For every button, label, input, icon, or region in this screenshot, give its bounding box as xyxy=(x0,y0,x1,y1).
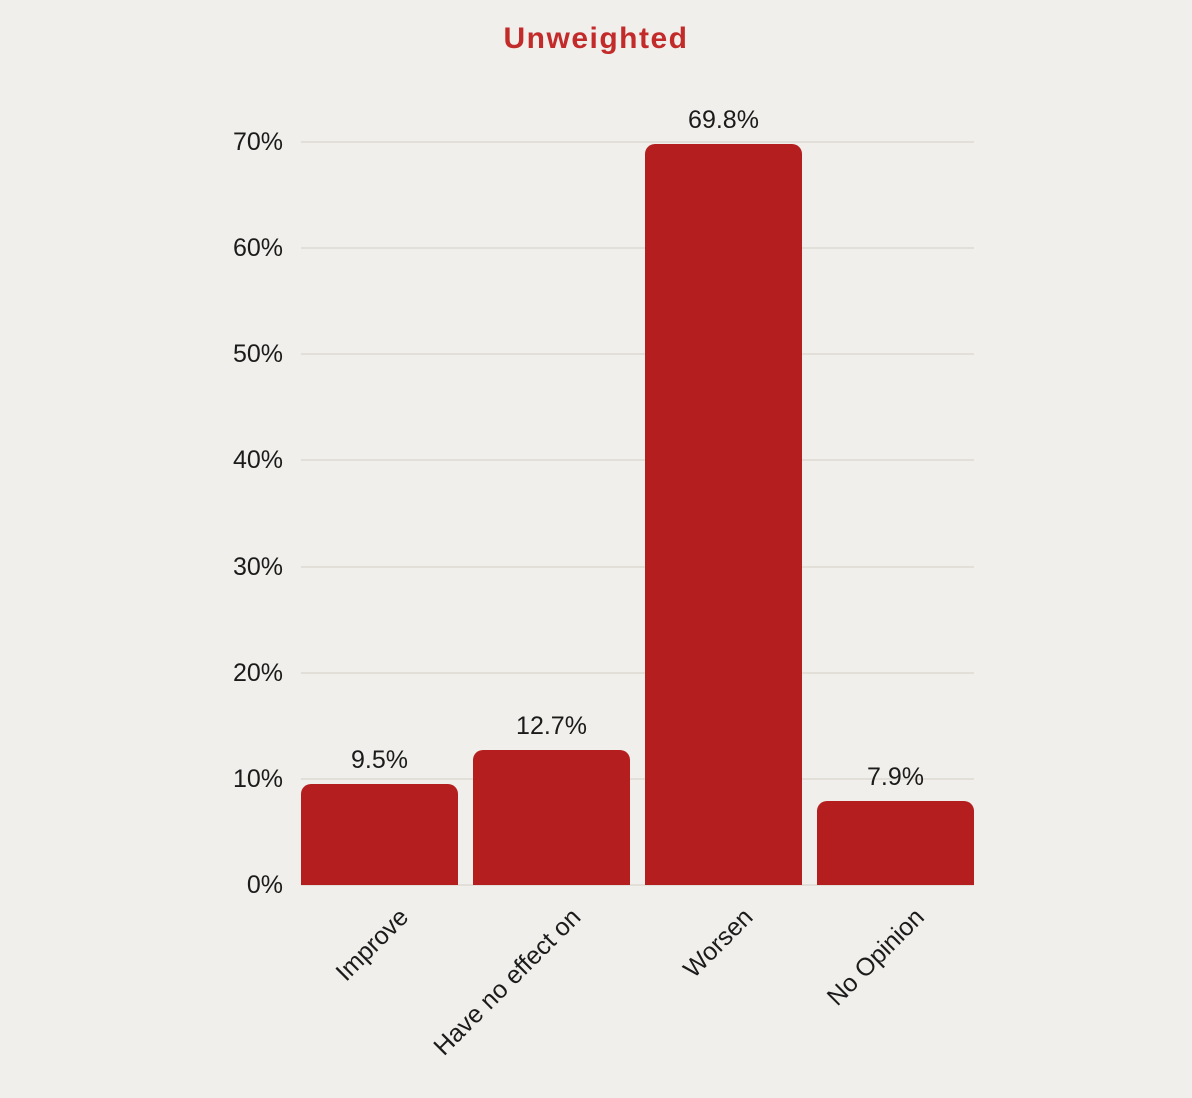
y-axis-tick-label: 20% xyxy=(232,658,283,687)
x-axis-category-label: Worsen xyxy=(677,903,759,984)
x-axis-category-label: Have no effect on xyxy=(428,903,587,1062)
bar-value-label: 9.5% xyxy=(351,746,408,775)
gridline-0 xyxy=(301,884,974,886)
gridline-60 xyxy=(301,247,974,250)
y-axis-tick-label: 40% xyxy=(232,446,283,475)
bar-improve xyxy=(301,784,458,885)
bar-worsen xyxy=(645,144,802,885)
bar-value-label: 7.9% xyxy=(867,763,924,792)
gridline-10 xyxy=(301,777,974,780)
y-axis-tick-label: 70% xyxy=(232,128,283,156)
gridline-40 xyxy=(301,459,974,462)
gridline-30 xyxy=(301,565,974,568)
chart-title: Unweighted xyxy=(503,22,689,55)
gridline-20 xyxy=(301,671,974,674)
bar-value-label: 12.7% xyxy=(516,712,587,741)
x-axis-category-label: No Opinion xyxy=(822,903,931,1012)
y-axis-tick-label: 50% xyxy=(232,340,283,369)
gridline-50 xyxy=(301,353,974,356)
y-axis-tick-label: 10% xyxy=(232,764,283,793)
bar-have-no-effect-on xyxy=(473,750,630,885)
y-axis-tick-label: 0% xyxy=(246,871,283,899)
y-axis-tick-label: 60% xyxy=(232,234,283,263)
bar-value-label: 69.8% xyxy=(688,106,759,135)
bar-no-opinion xyxy=(817,801,974,885)
y-axis-tick-label: 30% xyxy=(232,552,283,581)
x-axis-category-label: Improve xyxy=(330,903,415,987)
gridline-70 xyxy=(301,141,974,143)
